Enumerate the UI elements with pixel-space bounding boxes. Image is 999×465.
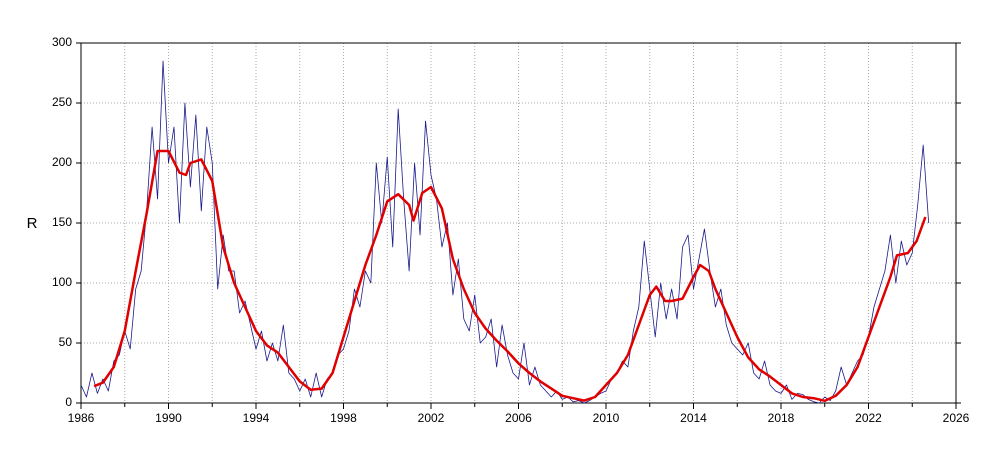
plot-frame — [80, 42, 957, 404]
x-tick-label: 2010 — [593, 411, 620, 425]
x-tick-label: 2026 — [943, 411, 970, 425]
y-tick-label: 50 — [59, 335, 73, 349]
x-tick-label: 1990 — [155, 411, 182, 425]
x-tick-label: 2006 — [505, 411, 532, 425]
x-tick-label: 2014 — [680, 411, 707, 425]
y-tick-label: 0 — [65, 395, 72, 409]
series-line — [93, 149, 927, 403]
x-tick-label: 2002 — [418, 411, 445, 425]
x-tick-label: 1986 — [68, 411, 95, 425]
x-tick-label: 1994 — [243, 411, 270, 425]
y-axis-label: R — [27, 215, 38, 232]
y-tick-label: 250 — [52, 95, 72, 109]
y-tick-label: 200 — [52, 155, 72, 169]
x-tick-label: 2018 — [768, 411, 795, 425]
y-tick-label: 300 — [52, 35, 72, 49]
series-line — [80, 60, 930, 404]
y-tick-label: 100 — [52, 275, 72, 289]
x-tick-label: 1998 — [330, 411, 357, 425]
y-tick-label: 150 — [52, 215, 72, 229]
x-tick-label: 2022 — [855, 411, 882, 425]
